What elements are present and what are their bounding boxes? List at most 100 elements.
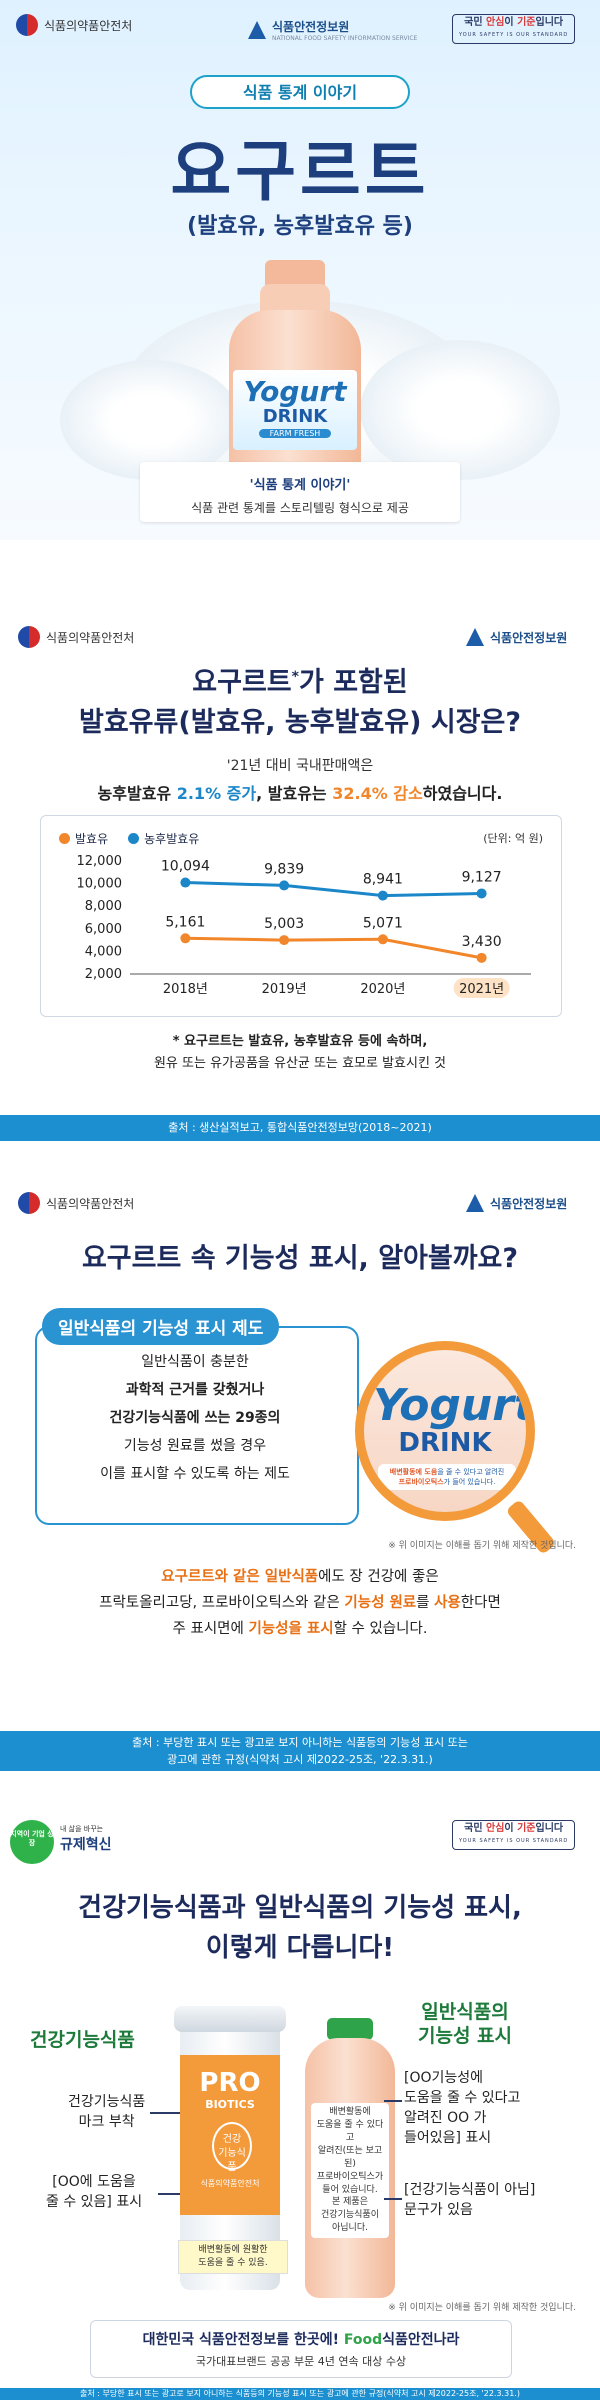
data-point	[180, 933, 191, 944]
agency-name: 식품의약품안전처	[44, 18, 133, 33]
bottle-claim-note: 배변활동에 도움을 줄 수 있다고 알려진(또는 보고된) 프로바이오틱스가 들…	[311, 2103, 389, 2200]
tube-claim-note: 배변활동에 원활한 도움을 줄 수 있음.	[178, 2240, 288, 2274]
milk-splash-left	[60, 360, 240, 480]
system-frame-tab: 일반식품의 기능성 표시 제도	[42, 1308, 280, 1345]
ksi-sub: NATIONAL FOOD SAFETY INFORMATION SERVICE	[272, 35, 418, 42]
x-tick-label: 2019년	[262, 982, 307, 997]
y-tick-label: 6,000	[85, 922, 122, 937]
tube-cap	[174, 2006, 286, 2032]
data-label: 5,161	[165, 914, 205, 930]
mfds-brand: 식품의약품안전처	[18, 626, 134, 648]
mfds-brand: 식품의약품안전처	[16, 14, 132, 36]
y-tick-label: 12,000	[77, 854, 123, 869]
arrow-icon	[150, 2112, 206, 2114]
health-claim-label: [OO에 도움을 줄 수 있음] 표시	[46, 2174, 143, 2210]
health-food-heading: 건강기능식품	[30, 2029, 135, 2051]
mfds-logo-icon	[18, 626, 40, 648]
magnified-label-note: 배변활동에 도움을 줄 수 있다고 알려진 프로바이오틱스가 들어 있습니다.	[378, 1464, 516, 1490]
data-point	[476, 888, 487, 899]
cover-panel: 식품의약품안전처 식품안전정보원 NATIONAL FOOD SAFETY IN…	[0, 0, 600, 540]
y-tick-label: 8,000	[85, 899, 122, 914]
arrow-icon	[158, 2193, 180, 2195]
mfds-brand: 식품의약품안전처	[18, 1192, 134, 1214]
bottle-cap	[265, 260, 325, 286]
series-pill: 식품 통계 이야기	[190, 75, 410, 109]
award-banner: 대한민국 식품안전정보를 한곳에! Food식품안전나라 국가대표브랜드 공공 …	[90, 2320, 512, 2378]
data-label: 5,071	[363, 915, 403, 931]
bottle-label: Yogurt DRINK FARM FRESH	[233, 370, 357, 450]
general-not-health-label: [건강기능식품이 아님] 문구가 있음	[404, 2182, 536, 2218]
function-title: 요구르트 속 기능성 표시, 알아볼까요?	[81, 1243, 519, 1274]
regional-growth-badge: 지역이 기업 성장	[10, 1820, 54, 1864]
x-tick-label: 2018년	[163, 982, 208, 997]
reg-tagline: 내 삶을 바꾸는	[60, 1825, 104, 1833]
image-disclaimer: ※ 위 이미지는 이해를 돕기 위해 제작한 것입니다.	[388, 1541, 576, 1551]
market-title-line2: 발효유류(발효유, 농후발효유) 시장은?	[79, 707, 521, 738]
standard-badge: 국민 안심이 기준입니다 YOUR SAFETY IS OUR STANDARD	[452, 1820, 576, 1850]
legend-dot-icon	[59, 833, 70, 844]
chart-unit: (단위: 억 원)	[483, 832, 543, 845]
ksi-brand: 식품안전정보원	[466, 1194, 567, 1212]
mfds-logo-icon	[18, 1192, 40, 1214]
image-disclaimer: ※ 위 이미지는 이해를 돕기 위해 제작한 것입니다.	[388, 2303, 576, 2313]
series-line-0	[185, 936, 482, 960]
comparison-title: 건강기능식품과 일반식품의 기능성 표시, 이렇게 다릅니다!	[78, 1893, 522, 1963]
bottle-not-health-note: 본 제품은 건강기능식품이 아닙니다.	[311, 2193, 389, 2238]
yogurt-bottle-illustration: 배변활동에 도움을 줄 수 있다고 알려진(또는 보고된) 프로바이오틱스가 들…	[305, 2018, 395, 2298]
data-point	[377, 934, 388, 945]
data-point	[279, 880, 290, 891]
function-paragraph: 요구르트와 같은 일반식품에도 장 건강에 좋은 프락토올리고당, 프로바이오틱…	[99, 1569, 501, 1637]
intro-card-text: 식품 관련 통계를 스토리텔링 형식으로 제공	[191, 501, 409, 515]
panel-gap	[0, 1150, 600, 1176]
milk-splash-right	[360, 340, 560, 480]
standard-badge: 국민 안심이 기준입니다 YOUR SAFETY IS OUR STANDARD	[452, 14, 576, 44]
page-title: 요구르트	[170, 133, 430, 210]
highlight-category-bg	[453, 978, 510, 998]
comparison-panel: 지역이 기업 성장 내 삶을 바꾸는 규제혁신 국민 안심이 기준입니다 YOU…	[0, 1800, 600, 2400]
market-lead: '21년 대비 국내판매액은	[226, 758, 374, 774]
y-tick-label: 2,000	[85, 967, 122, 982]
data-label: 5,003	[264, 916, 304, 932]
data-label: 9,127	[462, 869, 502, 885]
data-label: 10,094	[161, 859, 210, 875]
arrow-icon	[384, 2198, 402, 2200]
footnote-line2: 원유 또는 유가공품을 유산균 또는 효모로 발효시킨 것	[153, 1056, 447, 1071]
footnote-line1: * 요구르트는 발효유, 농후발효유 등에 속하며,	[172, 1034, 428, 1049]
ksi-logo-icon	[248, 21, 266, 39]
source-footer: 출처 : 생산실적보고, 통합식품안전정보망(2018~2021)	[0, 1115, 600, 1141]
legend-item-fermented-milk: 발효유	[59, 830, 108, 847]
series-line-1	[185, 881, 482, 898]
arrow-icon	[384, 2100, 402, 2102]
legend-dot-icon	[128, 833, 140, 844]
chart-legend: 발효유 농후발효유	[59, 830, 199, 847]
data-label: 3,430	[462, 934, 502, 950]
data-label: 9,839	[264, 861, 304, 877]
data-point	[377, 890, 388, 901]
y-tick-label: 10,000	[77, 877, 123, 892]
intro-card: '식품 통계 이야기' 식품 관련 통계를 스토리텔링 형식으로 제공	[140, 462, 460, 522]
data-label: 8,941	[363, 872, 403, 888]
general-food-heading: 일반식품의 기능성 표시	[418, 2001, 513, 2047]
x-tick-label: 2020년	[360, 982, 405, 997]
mfds-logo-icon	[16, 14, 38, 36]
legend-item-concentrated-fermented-milk: 농후발효유	[128, 830, 199, 847]
ksi-logo-icon	[466, 628, 484, 646]
market-title-line1: 요구르트*가 포함된	[192, 667, 408, 698]
x-tick-label: 2021년	[459, 982, 504, 997]
page-subtitle: (발효유, 농후발효유 등)	[187, 214, 413, 239]
reg-innovation-logo: 규제혁신	[60, 1837, 112, 1853]
magnifier-icon: Yogurt DRINK 배변활동에 도움을 줄 수 있다고 알려진 프로바이오…	[355, 1341, 535, 1521]
sales-line-chart: 12,000 10,000 8,000 6,000 4,000 2,000 2018년 201…	[77, 854, 531, 998]
ksi-brand: 식품안전정보원 NATIONAL FOOD SAFETY INFORMATION…	[248, 18, 417, 42]
panel-gap	[0, 540, 600, 610]
intro-card-title: '식품 통계 이야기'	[249, 478, 351, 493]
source-footer: 출처 : 부당한 표시 또는 광고로 보지 아니하는 식품등의 기능성 표시 또…	[0, 2388, 600, 2400]
market-panel: 식품의약품안전처 식품안전정보원 요구르트*가 포함된 발효유류(발효유, 농후…	[0, 610, 600, 1150]
y-tick-label: 4,000	[85, 944, 122, 959]
sales-chart-box: 발효유 농후발효유 (단위: 억 원) 12,000 10,000 8,000 6,0…	[40, 815, 562, 1017]
health-mark-label: 건강기능식품 마크 부착	[68, 2094, 146, 2130]
function-label-panel: 식품의약품안전처 식품안전정보원 요구르트 속 기능성 표시, 알아볼까요? 일…	[0, 1176, 600, 1776]
ksi-brand: 식품안전정보원	[466, 628, 567, 646]
general-claim-label: [OO기능성에 도움을 줄 수 있다고 알려진 OO 가 들어있음] 표시	[404, 2070, 521, 2146]
health-food-mark-icon: 건강 기능식품	[212, 2122, 252, 2173]
